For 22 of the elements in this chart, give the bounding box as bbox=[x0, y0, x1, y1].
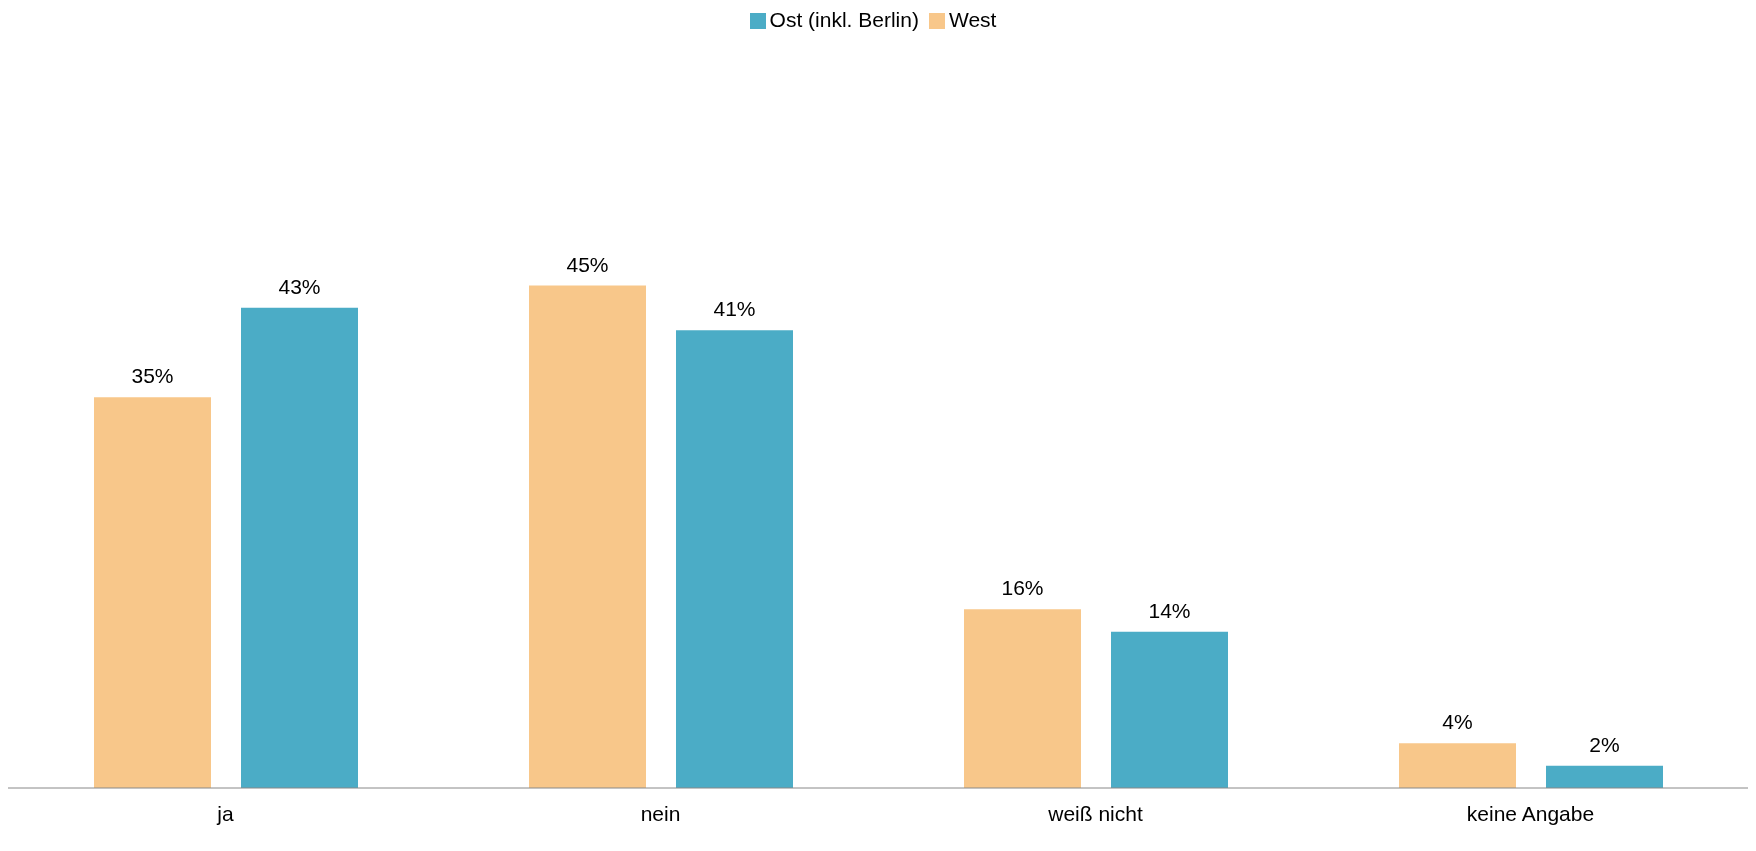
bar bbox=[529, 285, 646, 788]
x-tick-label: keine Angabe bbox=[1466, 801, 1595, 825]
legend-label: Ost (inkl. Berlin) bbox=[769, 8, 919, 31]
bar bbox=[94, 397, 211, 788]
data-label: 35% bbox=[131, 364, 174, 388]
x-tick-label: weiß nicht bbox=[1047, 801, 1143, 825]
bar bbox=[1111, 631, 1228, 788]
bar bbox=[1399, 743, 1516, 788]
data-label: 45% bbox=[566, 252, 609, 276]
bar bbox=[676, 330, 793, 788]
bar bbox=[1546, 765, 1663, 788]
data-label: 43% bbox=[278, 274, 321, 298]
data-label: 4% bbox=[1442, 710, 1473, 734]
bar bbox=[964, 609, 1081, 788]
legend-label: West bbox=[948, 8, 997, 31]
data-label: 41% bbox=[713, 297, 756, 321]
x-tick-label: ja bbox=[216, 801, 234, 825]
x-tick-label: nein bbox=[640, 801, 681, 825]
data-label: 2% bbox=[1589, 732, 1620, 756]
data-label: 14% bbox=[1148, 598, 1191, 622]
bar bbox=[241, 307, 358, 788]
data-label: 16% bbox=[1001, 576, 1044, 600]
